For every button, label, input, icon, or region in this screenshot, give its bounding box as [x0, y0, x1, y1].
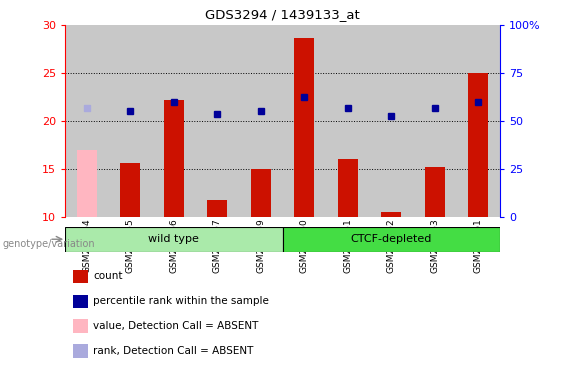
- Bar: [370, 25, 413, 217]
- Bar: [413, 25, 457, 217]
- Text: wild type: wild type: [148, 234, 199, 244]
- Bar: [207, 200, 227, 217]
- Bar: [120, 163, 140, 217]
- Bar: [326, 25, 370, 217]
- Bar: [282, 25, 326, 217]
- Title: GDS3294 / 1439133_at: GDS3294 / 1439133_at: [205, 8, 360, 21]
- Bar: [108, 25, 152, 217]
- Bar: [413, 25, 457, 217]
- Bar: [239, 25, 282, 217]
- Bar: [294, 38, 314, 217]
- Text: count: count: [93, 271, 123, 281]
- Bar: [152, 25, 195, 217]
- Text: percentile rank within the sample: percentile rank within the sample: [93, 296, 269, 306]
- Bar: [65, 25, 108, 217]
- Bar: [164, 100, 184, 217]
- Text: genotype/variation: genotype/variation: [3, 239, 95, 249]
- Bar: [195, 25, 239, 217]
- Bar: [152, 25, 195, 217]
- Bar: [457, 25, 500, 217]
- Bar: [195, 25, 239, 217]
- Bar: [65, 227, 282, 252]
- Bar: [108, 25, 152, 217]
- Bar: [468, 73, 488, 217]
- Bar: [282, 25, 326, 217]
- Bar: [77, 150, 97, 217]
- Bar: [239, 25, 282, 217]
- Bar: [326, 25, 370, 217]
- Bar: [251, 169, 271, 217]
- Text: value, Detection Call = ABSENT: value, Detection Call = ABSENT: [93, 321, 259, 331]
- Text: rank, Detection Call = ABSENT: rank, Detection Call = ABSENT: [93, 346, 254, 356]
- Bar: [370, 25, 413, 217]
- Bar: [457, 25, 500, 217]
- Bar: [282, 227, 500, 252]
- Bar: [381, 212, 401, 217]
- Bar: [425, 167, 445, 217]
- Text: CTCF-depleted: CTCF-depleted: [350, 234, 432, 244]
- Bar: [338, 159, 358, 217]
- Bar: [65, 25, 108, 217]
